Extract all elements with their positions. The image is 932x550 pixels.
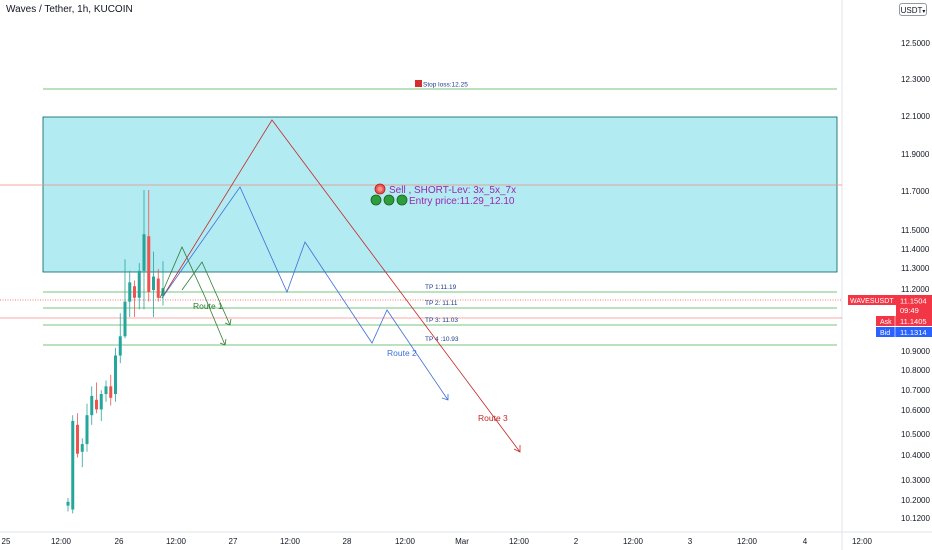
chart-title[interactable]: Waves / Tether, 1h, KUCOIN — [6, 4, 133, 15]
time-tick: 25 — [2, 537, 11, 546]
time-tick: 12:00 — [623, 537, 644, 546]
price-tick: 11.9000 — [901, 150, 930, 159]
time-tick: 2 — [574, 537, 579, 546]
route2-label: Route 2 — [387, 348, 417, 358]
candle-body[interactable] — [66, 501, 70, 506]
candle-body[interactable] — [128, 282, 132, 302]
candle-body[interactable] — [156, 278, 160, 298]
entry-dot-icon — [383, 194, 395, 206]
candle-body[interactable] — [90, 395, 94, 416]
time-tick: 12:00 — [166, 537, 187, 546]
price-tick: 12.5000 — [901, 39, 930, 48]
price-tick: 10.4000 — [901, 451, 930, 460]
time-tick: 12:00 — [852, 537, 873, 546]
route2-path[interactable] — [161, 186, 449, 401]
route3-path[interactable] — [161, 119, 521, 453]
candle-body[interactable] — [80, 444, 84, 452]
candle-body[interactable] — [71, 420, 75, 510]
ask-price-tag[interactable]: Ask 11.1405 — [876, 316, 932, 326]
ask-label: Ask — [880, 319, 892, 326]
price-tick: 11.2000 — [901, 285, 930, 294]
price-tick: 11.7000 — [901, 187, 930, 196]
route1-arrowhead-a — [219, 338, 227, 346]
price-tick: 10.2000 — [901, 496, 930, 505]
route1-path-b[interactable] — [181, 261, 231, 326]
time-tick: 12:00 — [280, 537, 301, 546]
currency-label: USDT — [900, 6, 923, 15]
price-tick: 10.6000 — [901, 406, 930, 415]
last-price-tag[interactable]: 11.1504 09:49 — [896, 295, 932, 316]
sell-signal-icon — [374, 183, 386, 195]
tp2-label: TP 2: 11.11 — [425, 300, 458, 307]
time-axis[interactable]: 25 12:00 26 12:00 27 12:00 28 12:00 Mar … — [2, 537, 873, 546]
symbol-price-tag[interactable]: WAVESUSDT — [848, 295, 896, 305]
price-tick: 11.4000 — [901, 245, 930, 254]
ask-value: 11.1405 — [900, 317, 927, 326]
tp4-label: TP 4 :10.93 — [425, 336, 459, 343]
candle-body[interactable] — [152, 276, 155, 291]
price-tick: 10.5000 — [901, 430, 930, 439]
candle-body[interactable] — [85, 415, 89, 445]
candle-body[interactable] — [137, 270, 141, 298]
entry-dot-icon — [370, 194, 382, 206]
bid-label: Bid — [880, 330, 890, 337]
tp1-label: TP 1:11.19 — [425, 284, 457, 291]
bid-value: 11.1314 — [900, 328, 927, 337]
time-tick: 12:00 — [737, 537, 758, 546]
route1-arrowhead-b — [224, 318, 232, 326]
time-tick: 12:00 — [509, 537, 530, 546]
time-tick: 27 — [229, 537, 238, 546]
candle-body[interactable] — [142, 234, 146, 271]
candle-body[interactable] — [104, 386, 108, 395]
route2-arrowhead — [441, 394, 449, 401]
price-tick: 11.5000 — [901, 226, 930, 235]
entry-price-text: Entry price:11.29_12.10 — [409, 196, 515, 207]
candle-body[interactable] — [147, 236, 151, 292]
time-tick: 3 — [688, 537, 693, 546]
time-tick: 12:00 — [51, 537, 72, 546]
price-tick: 11.3000 — [901, 264, 930, 273]
signal-text: Sell , SHORT-Lev: 3x_5x_7x — [389, 185, 516, 196]
entry-zone[interactable] — [42, 116, 838, 273]
candle-body[interactable] — [114, 355, 117, 395]
price-tick: 10.8000 — [901, 366, 930, 375]
candle-body[interactable] — [99, 394, 103, 410]
price-tick: 10.9000 — [901, 347, 930, 356]
route1-label: Route 1 — [193, 301, 223, 311]
sell-signal-icon-shine — [377, 186, 383, 192]
price-tick: 12.3000 — [901, 75, 930, 84]
time-tick: 28 — [343, 537, 352, 546]
countdown-value: 09:49 — [900, 306, 919, 315]
price-tick: 10.7000 — [901, 386, 930, 395]
bid-price-tag[interactable]: Bid 11.1314 — [876, 327, 932, 337]
symbol-tag-text: WAVESUSDT — [850, 298, 894, 305]
tp3-label: TP 3: 11.03 — [425, 317, 458, 324]
candle-body[interactable] — [95, 399, 98, 410]
entry-dot-icon — [396, 194, 408, 206]
route1-path-a[interactable] — [159, 246, 226, 346]
time-tick: Mar — [455, 537, 469, 546]
route3-arrowhead — [513, 445, 521, 453]
time-tick: 4 — [803, 537, 808, 546]
candle-body[interactable] — [123, 301, 127, 337]
time-tick: 26 — [115, 537, 124, 546]
time-tick: 12:00 — [395, 537, 416, 546]
chevron-down-icon: ▾ — [922, 9, 926, 15]
route3-label: Route 3 — [478, 413, 508, 423]
last-price-value: 11.1504 — [900, 297, 927, 306]
stop-loss-label: Stop loss:12.25 — [423, 82, 468, 89]
candle-body[interactable] — [118, 336, 122, 356]
price-tick: 12.1000 — [901, 112, 930, 121]
price-tick: 10.3000 — [901, 476, 930, 485]
candle-body[interactable] — [133, 286, 136, 298]
candles — [66, 189, 165, 514]
stop-loss-marker — [415, 80, 422, 87]
candle-body[interactable] — [76, 424, 79, 454]
candle-body[interactable] — [109, 386, 113, 398]
currency-selector[interactable]: USDT▾ — [899, 3, 927, 16]
price-axis[interactable]: 12.5000 12.3000 12.1000 11.9000 11.7000 … — [901, 39, 930, 523]
price-tick: 10.1200 — [901, 514, 930, 523]
